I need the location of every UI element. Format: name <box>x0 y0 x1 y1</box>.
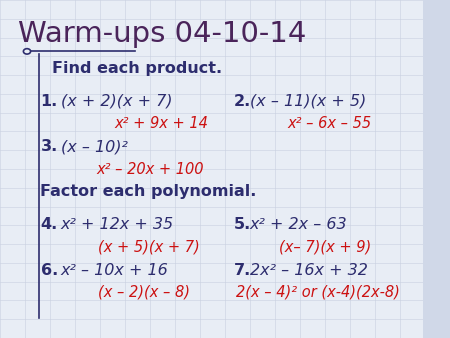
Text: Factor each polynomial.: Factor each polynomial. <box>40 185 257 199</box>
Text: (x + 2)(x + 7): (x + 2)(x + 7) <box>61 94 172 109</box>
Text: 2x² – 16x + 32: 2x² – 16x + 32 <box>250 263 368 278</box>
Text: x² + 12x + 35: x² + 12x + 35 <box>61 217 174 232</box>
Text: (x– 7)(x + 9): (x– 7)(x + 9) <box>279 239 371 254</box>
Text: 5.: 5. <box>234 217 251 232</box>
Text: x² + 2x – 63: x² + 2x – 63 <box>250 217 347 232</box>
Text: x² + 9x + 14: x² + 9x + 14 <box>115 116 209 130</box>
Bar <box>423 0 450 338</box>
Text: 2.: 2. <box>234 94 251 109</box>
Text: x² – 20x + 100: x² – 20x + 100 <box>97 162 204 176</box>
Text: 4.: 4. <box>40 217 58 232</box>
Text: x² – 6x – 55: x² – 6x – 55 <box>287 116 371 130</box>
Text: 2(x – 4)² or (x-4)(2x-8): 2(x – 4)² or (x-4)(2x-8) <box>236 285 400 300</box>
Text: 1.: 1. <box>40 94 58 109</box>
Text: 7.: 7. <box>234 263 251 278</box>
Text: Find each product.: Find each product. <box>52 61 222 76</box>
Text: (x – 11)(x + 5): (x – 11)(x + 5) <box>250 94 366 109</box>
Text: (x – 2)(x – 8): (x – 2)(x – 8) <box>98 285 190 300</box>
Text: Warm-ups 04-10-14: Warm-ups 04-10-14 <box>18 20 306 48</box>
Circle shape <box>23 49 31 54</box>
Text: x² – 10x + 16: x² – 10x + 16 <box>61 263 168 278</box>
Text: (x + 5)(x + 7): (x + 5)(x + 7) <box>98 239 200 254</box>
Text: (x – 10)²: (x – 10)² <box>61 139 128 154</box>
Text: 3.: 3. <box>40 139 58 154</box>
Text: 6.: 6. <box>40 263 58 278</box>
